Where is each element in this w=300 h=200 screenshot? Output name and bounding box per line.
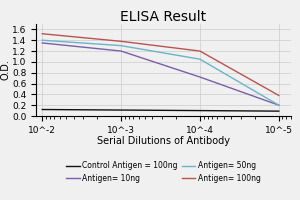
Control Antigen = 100ng — [119, 109, 123, 111]
Antigen= 10ng — [198, 76, 202, 78]
Line: Control Antigen = 100ng: Control Antigen = 100ng — [42, 110, 279, 111]
Control Antigen = 100ng — [40, 108, 44, 111]
Antigen= 50ng — [119, 44, 123, 47]
Y-axis label: O.D.: O.D. — [1, 60, 10, 80]
Antigen= 50ng — [40, 39, 44, 41]
Line: Antigen= 100ng: Antigen= 100ng — [42, 34, 279, 95]
Antigen= 100ng — [40, 33, 44, 35]
Antigen= 50ng — [277, 104, 281, 106]
Antigen= 100ng — [119, 40, 123, 43]
X-axis label: Serial Dilutions of Antibody: Serial Dilutions of Antibody — [97, 136, 230, 146]
Line: Antigen= 50ng: Antigen= 50ng — [42, 40, 279, 105]
Antigen= 100ng — [277, 94, 281, 97]
Control Antigen = 100ng — [198, 109, 202, 112]
Antigen= 10ng — [40, 42, 44, 44]
Control Antigen = 100ng — [277, 110, 281, 112]
Antigen= 10ng — [277, 104, 281, 106]
Title: ELISA Result: ELISA Result — [120, 10, 207, 24]
Line: Antigen= 10ng: Antigen= 10ng — [42, 43, 279, 105]
Antigen= 10ng — [119, 50, 123, 52]
Antigen= 100ng — [198, 50, 202, 52]
Legend: Control Antigen = 100ng, Antigen= 10ng, Antigen= 50ng, Antigen= 100ng: Control Antigen = 100ng, Antigen= 10ng, … — [66, 161, 261, 183]
Antigen= 50ng — [198, 58, 202, 60]
